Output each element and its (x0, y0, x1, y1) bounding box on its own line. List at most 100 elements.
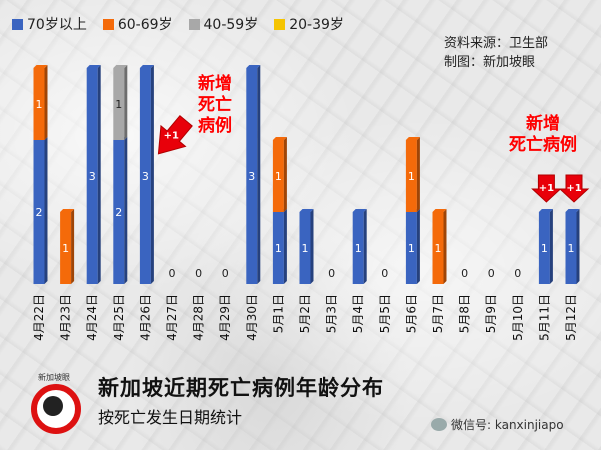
arrow-shape (531, 174, 562, 203)
legend-swatch-70plus (12, 18, 23, 30)
bar-segment (86, 68, 98, 284)
source-note: 资料来源：卫生部 制图：新加坡眼 (444, 34, 548, 72)
annotation-left: 新增 死亡 病例 (190, 74, 240, 137)
bar-segment (565, 212, 577, 284)
bar-segment (246, 68, 258, 284)
arrow-label: +1 (566, 183, 581, 194)
data-label-zero: 0 (222, 267, 229, 280)
bar-segment-side (71, 209, 75, 284)
bar-segment-top (538, 209, 553, 212)
data-label-zero: 0 (195, 267, 202, 280)
logo-eye-ring (31, 384, 81, 434)
x-tick-label: 5月2日 (298, 294, 312, 333)
x-tick-label: 4月29日 (218, 294, 232, 341)
bar-segment (538, 212, 550, 284)
bar-segment (113, 140, 125, 284)
data-label-zero: 0 (169, 267, 176, 280)
data-label: 1 (36, 98, 43, 111)
bar-segment-top (299, 209, 314, 212)
data-label: 3 (142, 170, 149, 183)
bar-segment (139, 68, 151, 284)
annotation-left-line1: 新增 (198, 74, 232, 94)
data-label: 1 (435, 242, 442, 255)
bar-segment-top (33, 65, 48, 68)
arrow-down-icon: +1 (558, 174, 590, 203)
bar-segment-side (97, 65, 101, 284)
bar-segment-top (432, 209, 447, 212)
x-tick-label: 5月6日 (404, 294, 418, 333)
bar-segment (272, 140, 284, 212)
bar-segment (60, 212, 72, 284)
data-label: 1 (568, 242, 575, 255)
annotation-right-line1: 新增 (526, 114, 560, 134)
bar-segment-side (44, 65, 48, 140)
bar-segment-side (124, 65, 128, 140)
arrow-down-icon: +1 (531, 174, 562, 203)
legend-label-70plus: 70岁以上 (27, 17, 87, 33)
data-label: 1 (62, 242, 69, 255)
bar-segment-top (86, 65, 101, 68)
bar-segment (33, 140, 45, 284)
x-tick-label: 4月25日 (112, 294, 126, 341)
legend-label-20-39: 20-39岁 (289, 17, 344, 33)
x-tick-label: 4月24日 (85, 294, 99, 341)
x-tick-label: 5月1日 (271, 294, 285, 333)
data-label-zero: 0 (514, 267, 521, 280)
wechat-icon (431, 418, 447, 431)
x-tick-label: 5月12日 (564, 294, 578, 341)
bar-segment-side (283, 209, 287, 284)
legend-swatch-20-39 (274, 18, 286, 30)
bar-segment-side (416, 137, 420, 212)
x-tick-label: 5月11日 (537, 294, 551, 341)
bar-segment-side (150, 65, 154, 284)
data-label: 1 (408, 170, 415, 183)
legend-item-60-69: 60-69岁 (102, 14, 173, 34)
bar-segment-top (405, 137, 420, 140)
legend-label-60-69: 60-69岁 (117, 17, 173, 33)
source-line: 资料来源：卫生部 (444, 36, 549, 51)
legend: 70岁以上 60-69岁 40-59岁 20-39岁 (12, 14, 344, 34)
data-label-zero: 0 (488, 267, 495, 280)
x-tick-label: 5月8日 (458, 294, 472, 333)
data-label: 3 (89, 170, 96, 183)
data-label: 2 (36, 206, 43, 219)
arrow-label: +1 (539, 183, 554, 194)
data-label: 1 (408, 242, 415, 255)
logo-text: 新加坡眼 (38, 373, 70, 382)
data-label: 1 (355, 242, 362, 255)
legend-label-40-59: 40-59岁 (203, 17, 259, 33)
annotation-right-line2: 死亡病例 (509, 135, 577, 155)
annotation-left-line2: 死亡 (198, 95, 232, 115)
bar-segment-side (310, 209, 314, 284)
arrow-left-icon: +1 (157, 115, 193, 155)
bar-segment-top (139, 65, 154, 68)
x-tick-label: 4月27日 (165, 294, 179, 341)
bar-segment-side (283, 137, 287, 212)
x-tick-label: 5月9日 (484, 294, 498, 333)
data-label-zero: 0 (461, 267, 468, 280)
arrow-label: +1 (164, 130, 179, 141)
wechat-handle: 微信号: kanxinjiapo (431, 416, 564, 433)
bar-segment-top (272, 137, 287, 140)
x-tick-label: 4月23日 (59, 294, 73, 341)
data-label: 1 (275, 242, 282, 255)
bar-segment-side (416, 209, 420, 284)
x-tick-label: 5月10日 (511, 294, 525, 341)
chart-title: 新加坡近期死亡病例年龄分布 (98, 376, 384, 400)
bar-segment (272, 212, 284, 284)
legend-swatch-60-69 (102, 18, 114, 30)
wechat-label: 微信号: kanxinjiapo (451, 418, 564, 432)
bar-segment (299, 212, 311, 284)
bar-segment-side (363, 209, 367, 284)
bar-segment-top (352, 209, 367, 212)
arrow-shape (157, 115, 193, 155)
legend-item-70plus: 70岁以上 (12, 14, 87, 34)
x-tick-label: 4月22日 (32, 294, 46, 341)
x-tick-label: 5月4日 (351, 294, 365, 333)
bar-segment-top (113, 65, 128, 68)
data-label-zero: 0 (381, 267, 388, 280)
bar-segment-side (257, 65, 261, 284)
bar-segment-side (124, 137, 128, 284)
bar-segment (113, 68, 125, 140)
